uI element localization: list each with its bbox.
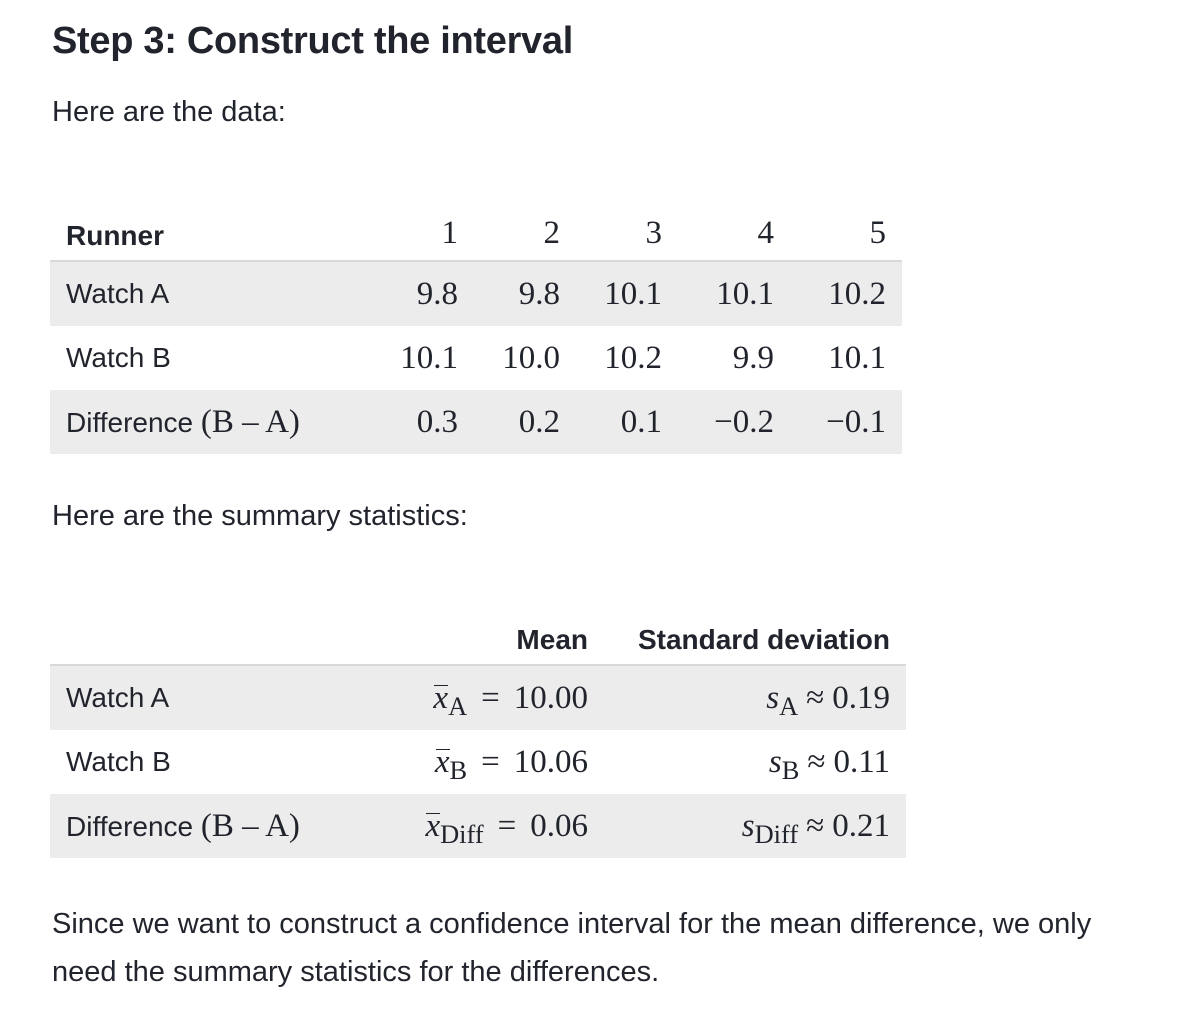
cell-value: 9.8 — [474, 261, 576, 326]
mean-symbol: x — [425, 807, 441, 844]
equals-sign: = — [481, 679, 500, 716]
difference-label-text: Difference — [66, 406, 194, 438]
cell-value: 9.9 — [732, 339, 774, 376]
approx-sign: ≈ — [806, 807, 825, 844]
mean-value: 10.00 — [513, 679, 588, 716]
cell-value: 10.1 — [678, 261, 790, 326]
sd-symbol: s — [766, 679, 780, 716]
header-mean: Mean — [372, 596, 604, 666]
header-runner-5: 5 — [790, 192, 902, 262]
cell-value: 0.2 — [474, 390, 576, 454]
equals-sign: = — [497, 807, 517, 844]
row-label-watch-a: Watch A — [50, 261, 372, 326]
table-header-row: Runner 1 2 3 4 5 — [50, 192, 902, 262]
cell-value: 10.2 — [790, 261, 902, 326]
runner-data-table: Runner 1 2 3 4 5 Watch A 9.8 9.8 10.1 10… — [50, 192, 902, 454]
row-label-watch-a: Watch A — [50, 665, 372, 730]
closing-paragraph: Since we want to construct a confidence … — [52, 908, 1092, 988]
mean-subscript: Diff — [440, 819, 484, 850]
mean-subscript: A — [448, 691, 468, 722]
sd-value: 0.11 — [833, 743, 890, 780]
table-row: Watch B xB = 10.06 sB ≈0.11 — [50, 730, 906, 794]
table-row: Difference (B – A) xDiff = 0.06 sDiff ≈0.21 — [50, 794, 906, 858]
sd-value: 0.19 — [832, 679, 890, 716]
cell-value: 10.0 — [502, 339, 560, 376]
row-label-watch-b: Watch B — [66, 746, 171, 777]
table-row: Watch B 10.1 10.0 10.2 9.9 10.1 — [50, 326, 902, 390]
sd-symbol: s — [768, 743, 782, 780]
difference-label-math: (B – A) — [200, 403, 300, 440]
mean-value: 0.06 — [530, 807, 588, 844]
section-heading: Step 3: Construct the interval — [52, 20, 573, 62]
sd-cell: sDiff ≈0.21 — [604, 794, 906, 858]
difference-label-text: Difference — [66, 810, 194, 842]
header-runner-1: 1 — [372, 192, 474, 262]
mean-cell: xDiff = 0.06 — [372, 794, 604, 858]
difference-label-math: (B – A) — [200, 807, 300, 844]
mean-symbol: x — [434, 743, 450, 780]
cell-value: 10.2 — [604, 339, 662, 376]
mean-subscript: B — [449, 755, 468, 786]
header-runner: Runner — [50, 192, 372, 262]
row-label-watch-b: Watch B — [66, 342, 171, 373]
row-label-difference: Difference (B – A) — [50, 794, 372, 858]
mean-cell: xA = 10.00 — [372, 665, 604, 730]
header-runner-2: 2 — [474, 192, 576, 262]
table-row: Difference (B – A) 0.3 0.2 0.1 −0.2 −0.1 — [50, 390, 902, 454]
header-runner-4: 4 — [678, 192, 790, 262]
approx-sign: ≈ — [807, 743, 826, 780]
sd-cell: sA ≈0.19 — [604, 665, 906, 730]
header-empty — [50, 596, 372, 666]
row-label-difference: Difference (B – A) — [50, 390, 372, 454]
sd-subscript: B — [781, 755, 800, 786]
cell-value: 10.1 — [576, 261, 678, 326]
sd-value: 0.21 — [832, 807, 890, 844]
cell-value: 0.1 — [576, 390, 678, 454]
cell-value: 9.8 — [372, 261, 474, 326]
summary-intro-text: Here are the summary statistics: — [52, 500, 468, 532]
header-runner-3: 3 — [576, 192, 678, 262]
mean-symbol: x — [433, 679, 449, 716]
header-standard-deviation: Standard deviation — [604, 596, 906, 666]
cell-value: 10.1 — [400, 339, 458, 376]
table-row: Watch A 9.8 9.8 10.1 10.1 10.2 — [50, 261, 902, 326]
equals-sign: = — [481, 743, 500, 780]
mean-value: 10.06 — [513, 743, 588, 780]
approx-sign: ≈ — [806, 679, 825, 716]
mean-cell: xB = 10.06 — [372, 730, 604, 794]
data-intro-text: Here are the data: — [52, 96, 286, 128]
cell-value: 0.3 — [372, 390, 474, 454]
sd-symbol: s — [741, 807, 755, 844]
sd-subscript: Diff — [754, 819, 799, 850]
cell-value: 10.1 — [828, 339, 886, 376]
summary-statistics-table: Mean Standard deviation Watch A xA = 10.00… — [50, 596, 906, 858]
table-header-row: Mean Standard deviation — [50, 596, 906, 666]
cell-value: −0.1 — [790, 390, 902, 454]
cell-value: −0.2 — [678, 390, 790, 454]
sd-cell: sB ≈0.11 — [604, 730, 906, 794]
table-row: Watch A xA = 10.00 sA ≈0.19 — [50, 665, 906, 730]
sd-subscript: A — [779, 691, 799, 722]
